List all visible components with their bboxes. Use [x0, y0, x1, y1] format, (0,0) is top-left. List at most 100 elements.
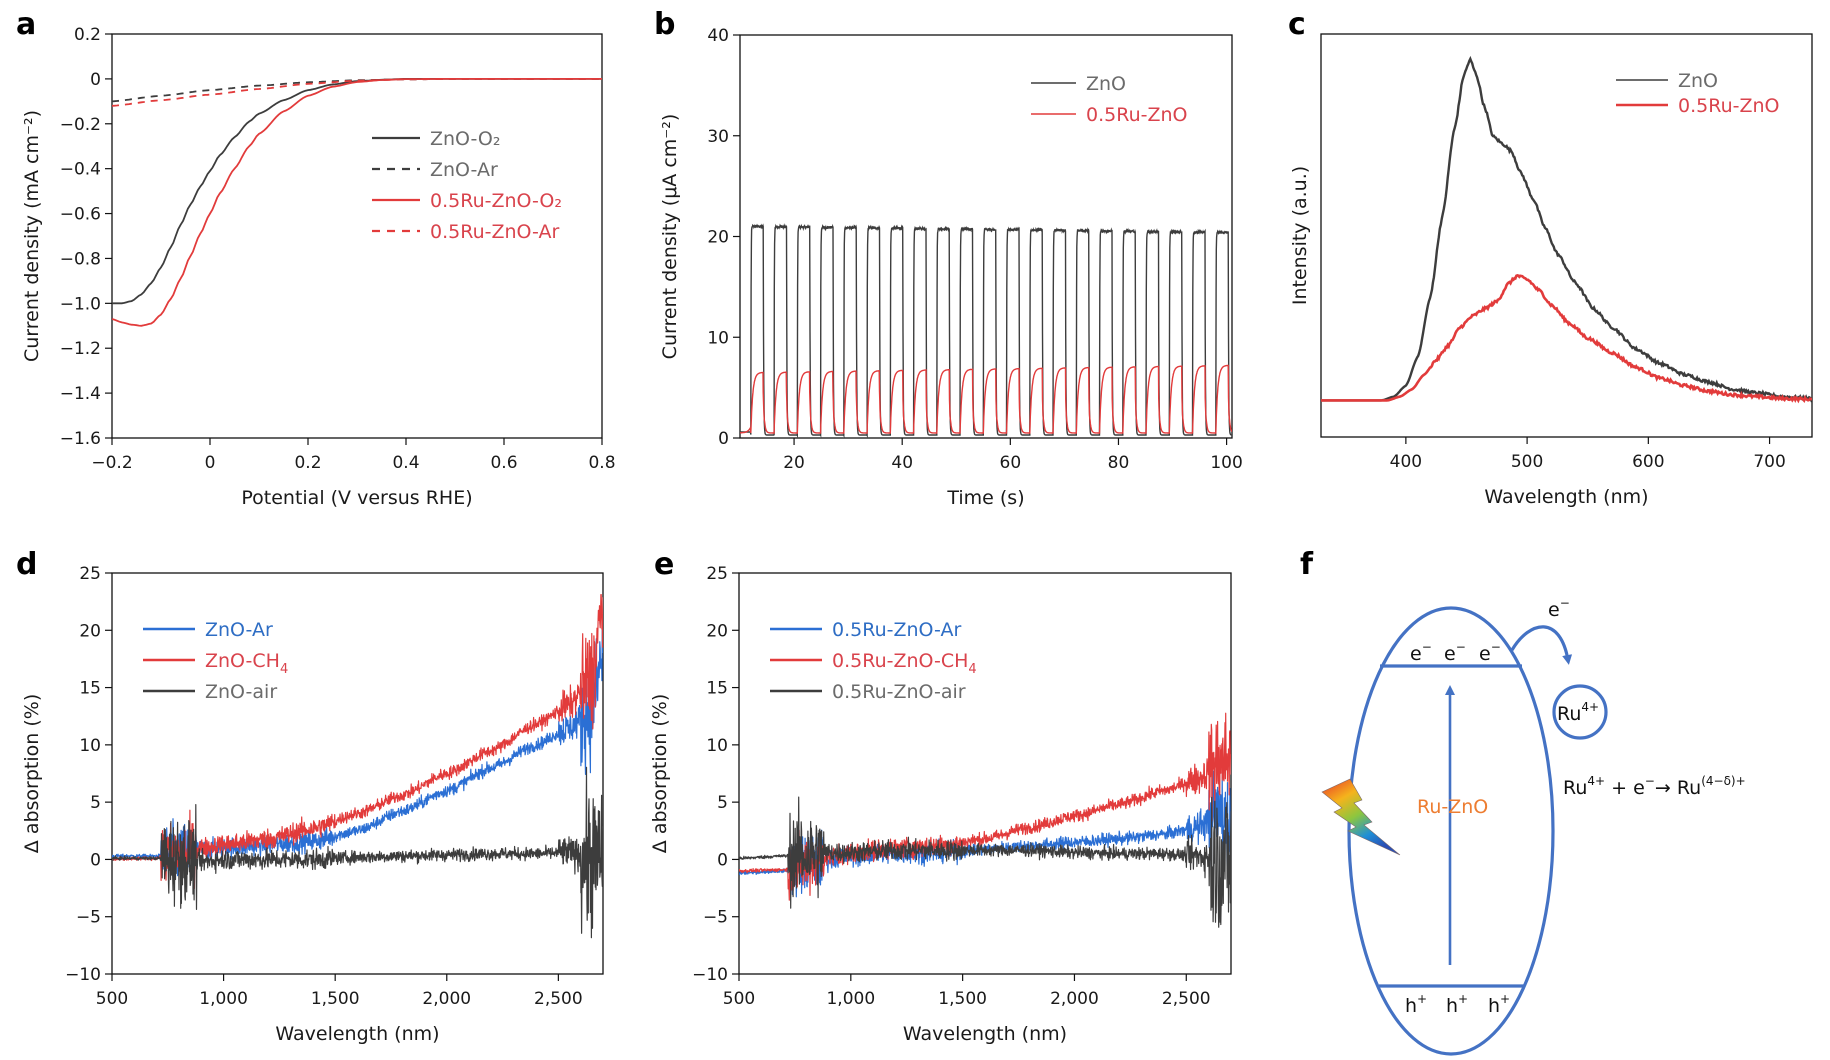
x-tick-label: 80 [1108, 453, 1130, 473]
y-tick-label: −0.2 [60, 115, 101, 135]
y-tick-label: −5 [76, 908, 101, 928]
legend-label-0: ZnO-O₂ [430, 128, 501, 150]
x-tick-label: 2,500 [534, 989, 583, 1009]
x-axis-label: Wavelength (nm) [275, 1023, 439, 1045]
panel-c-pl-chart: 400 500 600 700 Wavelength (nm) Intensity (a.… [1289, 33, 1813, 508]
y-tick-label: −1.0 [60, 294, 101, 314]
series-line-zno [1321, 55, 1812, 403]
panel-letter-d: d [16, 547, 37, 582]
y-tick-label: −0.4 [60, 160, 101, 180]
x-tick-label: 0.2 [294, 453, 321, 473]
legend-label-3: 0.5Ru-ZnO-Ar [430, 221, 559, 243]
reduction-equation: Ru4+ + e−→ Ru(4−δ)+ [1563, 774, 1746, 799]
x-axis-label: Wavelength (nm) [1484, 486, 1648, 508]
electron-transfer-arrow [1510, 625, 1573, 665]
y-tick-label: 20 [706, 621, 728, 641]
y-tick-label: −10 [65, 965, 101, 985]
legend-label-1: 0.5Ru-ZnO-CH4 [832, 650, 977, 677]
series-line-0-5ru-zno-air [739, 796, 1231, 928]
legend-label-0: ZnO [1086, 73, 1126, 95]
ru-site-label: Ru4+ [1557, 700, 1599, 725]
material-label: Ru-ZnO [1417, 796, 1488, 818]
x-tick-label: 600 [1632, 452, 1664, 472]
lightning-bolt-icon [1321, 778, 1401, 856]
legend-label-1: 0.5Ru-ZnO [1678, 95, 1779, 117]
panel-a-lsv-chart: −0.2 0 0.2 0.4 0.6 0.8 0.2 0 −0.2 −0.4 −0.6 −0.8 −1.… [21, 25, 616, 509]
y-tick-label: 40 [707, 26, 729, 46]
panel-e-absorption-chart: 500 1,000 1,500 2,000 2,500 −10 −5 0 5 10 15 20 25 Wa… [649, 564, 1232, 1045]
y-axis-label: Δ absorption (%) [21, 694, 43, 853]
series-line-zno-air [112, 766, 603, 939]
plot-frame [1320, 33, 1813, 438]
y-tick-label: −0.6 [60, 205, 101, 225]
y-tick-label: 20 [79, 621, 101, 641]
y-tick-label: 15 [79, 679, 101, 699]
x-tick-label: 2,500 [1162, 989, 1211, 1009]
x-axis-label: Potential (V versus RHE) [241, 487, 472, 509]
legend-label-0: ZnO [1678, 70, 1718, 92]
hole-label-1: h+ [1405, 992, 1427, 1017]
plot-frame [111, 33, 603, 439]
legend-label-2: 0.5Ru-ZnO-O₂ [430, 190, 562, 212]
transfer-electron-label: e− [1548, 596, 1570, 621]
x-tick-label: 0.4 [392, 453, 419, 473]
x-tick-label: 0.6 [490, 453, 517, 473]
y-tick-label: −5 [703, 908, 728, 928]
y-tick-label: 5 [717, 793, 728, 813]
panel-letter-a: a [16, 7, 36, 42]
series-line-zno-ch [112, 594, 603, 889]
y-tick-label: 20 [707, 228, 729, 248]
panel-letter-e: e [654, 547, 674, 582]
x-tick-label: 40 [891, 453, 913, 473]
y-tick-label: 10 [707, 328, 729, 348]
panel-f-mechanism-diagram: e− e− e− h+ h+ h+ e− Ru4+ Ru4+ + e−→ Ru(… [1321, 596, 1746, 1056]
ru-site-circle [1552, 684, 1608, 740]
series-line-0-5ru-zno [740, 364, 1232, 434]
y-tick-label: 0 [717, 850, 728, 870]
panel-letter-b: b [654, 7, 675, 42]
x-tick-label: 1,000 [826, 989, 875, 1009]
y-axis-label: Δ absorption (%) [649, 694, 671, 853]
panel-letter-f: f [1300, 547, 1314, 582]
series-line-0-5ru-zno-ch [739, 712, 1231, 901]
series-line-zno [740, 223, 1232, 438]
legend-label-2: 0.5Ru-ZnO-air [832, 681, 966, 703]
x-tick-label: 2,000 [1050, 989, 1099, 1009]
panel-b-photocurrent-chart: 20 40 60 80 100 0 10 20 30 40 Time (s) Current dens… [659, 26, 1243, 509]
series-line-0-5ru-zno [1321, 274, 1812, 404]
y-tick-label: −1.6 [60, 429, 101, 449]
y-tick-label: 10 [706, 736, 728, 756]
legend-label-0: ZnO-Ar [205, 619, 273, 641]
x-tick-label: 2,000 [422, 989, 471, 1009]
x-tick-label: 500 [96, 989, 128, 1009]
y-tick-label: 25 [79, 564, 101, 584]
x-tick-label: 500 [1511, 452, 1543, 472]
y-axis-label: Current density (mA cm⁻²) [21, 110, 43, 362]
panel-d-absorption-chart: 500 1,000 1,500 2,000 2,500 −10 −5 0 5 10 15 20 25 Wa… [21, 564, 604, 1045]
y-axis-label: Current density (μA cm⁻²) [659, 114, 681, 360]
legend-label-0: 0.5Ru-ZnO-Ar [832, 619, 961, 641]
legend-label-1: ZnO-Ar [430, 159, 498, 181]
legend-label-1: 0.5Ru-ZnO [1086, 104, 1187, 126]
series-line-0-5ru-zno-ar [112, 78, 602, 107]
y-tick-label: 25 [706, 564, 728, 584]
hole-label-3: h+ [1488, 992, 1510, 1017]
plot-frame [111, 572, 604, 975]
legend-label-2: ZnO-air [205, 681, 277, 703]
x-tick-label: 0 [205, 453, 216, 473]
x-axis-label: Time (s) [946, 487, 1024, 509]
y-axis-label: Intensity (a.u.) [1289, 166, 1311, 305]
y-tick-label: 30 [707, 127, 729, 147]
x-tick-label: 0.8 [588, 453, 615, 473]
y-tick-label: 0 [90, 850, 101, 870]
electron-label-1: e− [1410, 640, 1432, 665]
panel-letter-c: c [1288, 7, 1306, 42]
y-tick-label: −0.8 [60, 249, 101, 269]
y-tick-label: 0.2 [74, 25, 101, 45]
x-axis-label: Wavelength (nm) [903, 1023, 1067, 1045]
electron-label-3: e− [1479, 640, 1501, 665]
plot-frame [738, 572, 1232, 975]
y-tick-label: 5 [90, 793, 101, 813]
legend-label-1: ZnO-CH4 [205, 650, 288, 677]
